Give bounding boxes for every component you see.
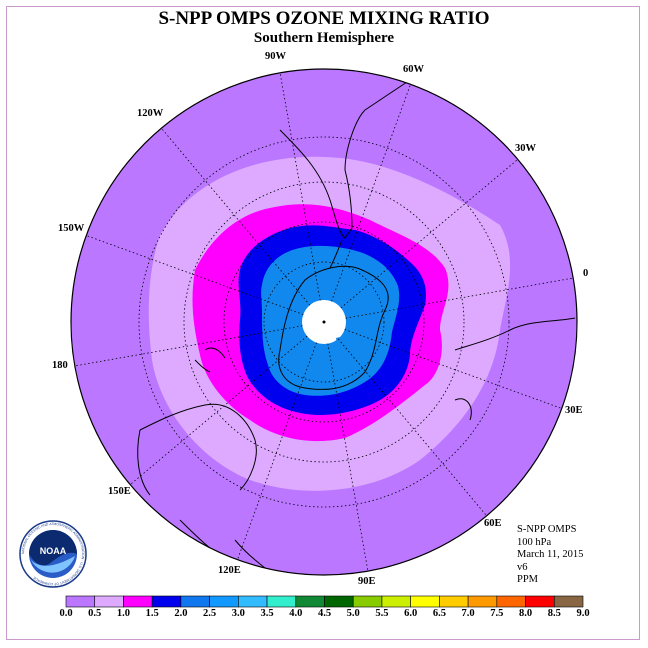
meridian-line — [86, 235, 304, 315]
colorbar-tick-label: 0.5 — [88, 608, 102, 619]
lon-label-60w: 60W — [403, 64, 424, 75]
info-version: v6 — [517, 561, 528, 573]
colorbar-swatch — [525, 595, 555, 608]
south-pole-marker — [322, 320, 326, 324]
lon-label-180: 180 — [52, 360, 68, 371]
lon-label-90w: 90W — [265, 51, 286, 62]
colorbar-tick-label: 5.5 — [375, 608, 389, 619]
colorbar-tick-label: 3.0 — [231, 608, 245, 619]
colorbar-swatch — [94, 595, 124, 608]
lon-label-150w: 150W — [58, 223, 85, 234]
colorbar-tick-label: 0.0 — [59, 608, 73, 619]
lon-label-30w: 30W — [515, 143, 536, 154]
colorbar-tick-label: 8.5 — [547, 608, 561, 619]
colorbar-swatch — [151, 595, 182, 608]
colorbar-swatch — [439, 595, 469, 608]
colorbar-swatch — [266, 595, 297, 608]
meridian-line — [340, 159, 519, 309]
colorbar-tick-label: 2.0 — [174, 608, 188, 619]
colorbar-tick-label: 1.5 — [145, 608, 159, 619]
colorbar-swatch — [295, 595, 325, 608]
meridian-line — [345, 277, 574, 319]
colorbar-swatch — [381, 595, 411, 608]
lon-label-30e: 30E — [565, 405, 583, 416]
info-instrument: S-NPP OMPS — [517, 524, 577, 535]
colorbar-swatch — [553, 595, 584, 608]
noaa-logo: NOAA NATIONAL OCEANIC AND ATMOSPHERIC AD… — [19, 520, 87, 588]
lon-label-120w: 120W — [137, 108, 164, 119]
info-level: 100 hPa — [517, 536, 552, 548]
map-border — [70, 68, 578, 576]
lon-label-90e: 90E — [358, 576, 376, 587]
figure-frame — [6, 6, 640, 640]
colorbar-swatch — [65, 595, 96, 608]
meridian-line — [344, 329, 562, 409]
meridian-line — [331, 84, 411, 302]
colorbar-swatch — [467, 595, 498, 608]
meridian-line — [327, 343, 369, 572]
colorbar-swatch — [238, 595, 268, 608]
lon-label-60e: 60E — [484, 518, 502, 529]
lon-label-0: 0 — [583, 268, 589, 279]
map-subtitle: Southern Hemisphere — [253, 30, 395, 46]
colorbar-swatch — [496, 595, 526, 608]
colorbar-tick-label: 6.5 — [432, 608, 446, 619]
colorbar-tick-label: 5.0 — [346, 608, 360, 619]
latitude-circles — [138, 136, 510, 508]
colorbar — [65, 595, 584, 608]
colorbar-tick-label: 1.0 — [116, 608, 130, 619]
colorbar-swatch — [209, 595, 239, 608]
map-title: S-NPP OMPS OZONE MIXING RATIO — [158, 8, 490, 29]
colorbar-swatch — [352, 595, 383, 608]
center-notch — [336, 336, 346, 352]
colorbar-tick-label: 9.0 — [576, 608, 590, 619]
info-units: PPM — [517, 574, 539, 585]
meridian-line — [161, 127, 311, 306]
colorbar-tick-label: 2.5 — [203, 608, 217, 619]
colorbar-tick-label: 6.0 — [404, 608, 418, 619]
colorbar-tick-label: 4.0 — [289, 608, 303, 619]
colorbar-tick-label: 4.5 — [317, 608, 332, 619]
colorbar-tick-label: 7.0 — [461, 608, 475, 619]
colorbar-tick-label: 8.0 — [518, 608, 533, 619]
meridian-line — [129, 335, 308, 485]
meridian-line — [74, 325, 303, 367]
colorbar-swatch — [123, 595, 153, 608]
meridians — [74, 72, 574, 572]
logo-text: NOAA — [40, 546, 67, 556]
meridian-line — [337, 338, 487, 517]
colorbar-swatch — [410, 595, 440, 608]
info-date: March 11, 2015 — [517, 549, 584, 560]
map-info: S-NPP OMPS 100 hPa March 11, 2015 v6 PPM — [517, 524, 583, 587]
colorbar-tick-label: 3.5 — [260, 608, 274, 619]
meridian-line — [237, 342, 317, 560]
lon-label-150e: 150E — [108, 486, 131, 497]
meridian-line — [279, 72, 321, 301]
colorbar-swatch — [324, 595, 354, 608]
colorbar-tick-label: 7.5 — [490, 608, 504, 619]
colorbar-swatch — [180, 595, 210, 608]
lon-label-120e: 120E — [218, 565, 241, 576]
